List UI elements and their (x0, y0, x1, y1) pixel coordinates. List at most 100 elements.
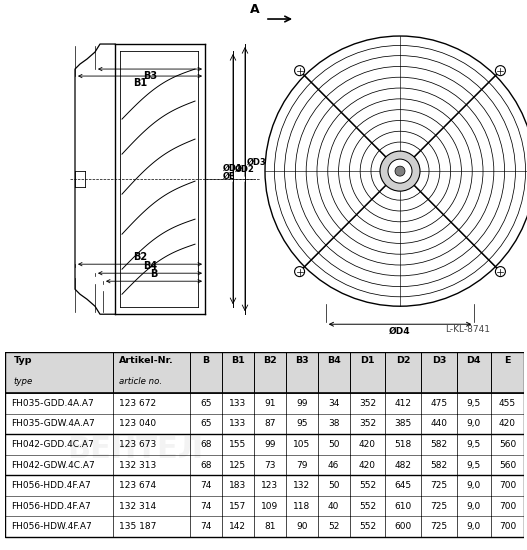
Circle shape (495, 65, 505, 76)
Text: 552: 552 (359, 481, 376, 490)
Text: 95: 95 (296, 420, 307, 428)
Text: 99: 99 (264, 440, 276, 449)
Text: 38: 38 (328, 420, 339, 428)
Text: 385: 385 (395, 420, 412, 428)
Text: L-KL-8741: L-KL-8741 (445, 325, 490, 334)
Text: Typ: Typ (14, 356, 32, 365)
Text: 34: 34 (328, 399, 339, 408)
Circle shape (380, 151, 420, 191)
Text: 582: 582 (431, 440, 447, 449)
Text: 9,0: 9,0 (466, 502, 481, 510)
Text: 9,5: 9,5 (466, 440, 481, 449)
Text: 582: 582 (431, 460, 447, 470)
Text: D1: D1 (360, 356, 375, 365)
Text: 725: 725 (431, 502, 447, 510)
Text: 73: 73 (264, 460, 276, 470)
Text: 475: 475 (431, 399, 447, 408)
Text: 440: 440 (431, 420, 447, 428)
Text: 68: 68 (200, 440, 211, 449)
Text: 560: 560 (499, 440, 516, 449)
Text: D3: D3 (432, 356, 446, 365)
Text: FH042-GDD.4C.A7: FH042-GDD.4C.A7 (11, 440, 93, 449)
Text: 142: 142 (229, 522, 246, 531)
Text: ØD2: ØD2 (235, 165, 255, 174)
Text: B3: B3 (295, 356, 308, 365)
Text: 40: 40 (328, 502, 339, 510)
Text: article no.: article no. (119, 377, 162, 386)
Bar (5, 352, 524, 393)
Text: 420: 420 (359, 440, 376, 449)
Text: 52: 52 (328, 522, 339, 531)
Text: 412: 412 (395, 399, 412, 408)
Text: B3: B3 (143, 71, 157, 81)
Circle shape (388, 159, 412, 183)
Text: 725: 725 (431, 481, 447, 490)
Text: FH056-HDW.4F.A7: FH056-HDW.4F.A7 (11, 522, 91, 531)
Text: 68: 68 (200, 460, 211, 470)
Text: 123 040: 123 040 (119, 420, 156, 428)
Text: FH035-GDD.4A.A7: FH035-GDD.4A.A7 (11, 399, 93, 408)
Text: E: E (504, 356, 511, 365)
Text: 600: 600 (395, 522, 412, 531)
Text: 352: 352 (359, 420, 376, 428)
Text: 133: 133 (229, 399, 247, 408)
Text: 560: 560 (499, 460, 516, 470)
Text: 74: 74 (200, 502, 211, 510)
Text: 518: 518 (395, 440, 412, 449)
Text: 105: 105 (293, 440, 310, 449)
Text: B: B (202, 356, 209, 365)
Text: B4: B4 (327, 356, 340, 365)
Text: 87: 87 (264, 420, 276, 428)
Circle shape (295, 267, 305, 277)
Text: 700: 700 (499, 502, 516, 510)
Text: 123: 123 (261, 481, 278, 490)
Text: 132 314: 132 314 (119, 502, 156, 510)
Text: 109: 109 (261, 502, 278, 510)
Text: 99: 99 (296, 399, 307, 408)
Text: 74: 74 (200, 522, 211, 531)
Text: 132 313: 132 313 (119, 460, 157, 470)
Text: B2: B2 (133, 252, 147, 262)
Text: B: B (150, 269, 158, 279)
Text: 155: 155 (229, 440, 247, 449)
Text: 90: 90 (296, 522, 307, 531)
Text: 133: 133 (229, 420, 247, 428)
Text: ØD4: ØD4 (389, 327, 411, 336)
Text: 50: 50 (328, 481, 339, 490)
Text: 135 187: 135 187 (119, 522, 157, 531)
Text: 46: 46 (328, 460, 339, 470)
Text: 74: 74 (200, 481, 211, 490)
Text: 123 673: 123 673 (119, 440, 157, 449)
Text: ВЕНТЕЛ: ВЕНТЕЛ (67, 435, 203, 464)
Text: 552: 552 (359, 522, 376, 531)
Text: 9,0: 9,0 (466, 420, 481, 428)
Text: type: type (14, 377, 33, 386)
Text: ØD3: ØD3 (247, 158, 267, 167)
Text: 123 674: 123 674 (119, 481, 156, 490)
Text: D4: D4 (466, 356, 481, 365)
Text: 125: 125 (229, 460, 246, 470)
Text: B4: B4 (143, 261, 157, 271)
Text: 9,5: 9,5 (466, 460, 481, 470)
Text: 9,0: 9,0 (466, 522, 481, 531)
Text: 700: 700 (499, 522, 516, 531)
Text: A: A (250, 3, 260, 16)
Text: FH035-GDW.4A.A7: FH035-GDW.4A.A7 (11, 420, 94, 428)
Text: 9,5: 9,5 (466, 399, 481, 408)
Text: 65: 65 (200, 420, 211, 428)
Text: 420: 420 (359, 460, 376, 470)
Text: D2: D2 (396, 356, 411, 365)
Circle shape (395, 166, 405, 176)
Text: 352: 352 (359, 399, 376, 408)
Text: 91: 91 (264, 399, 276, 408)
Text: Artikel-Nr.: Artikel-Nr. (119, 356, 174, 365)
Text: ØD1: ØD1 (223, 164, 243, 173)
Text: 420: 420 (499, 420, 516, 428)
Text: 645: 645 (395, 481, 412, 490)
Text: 132: 132 (293, 481, 310, 490)
Text: 610: 610 (395, 502, 412, 510)
Text: 79: 79 (296, 460, 307, 470)
Text: FH056-HDD.4F.A7: FH056-HDD.4F.A7 (11, 502, 91, 510)
Text: 183: 183 (229, 481, 247, 490)
Circle shape (295, 65, 305, 76)
